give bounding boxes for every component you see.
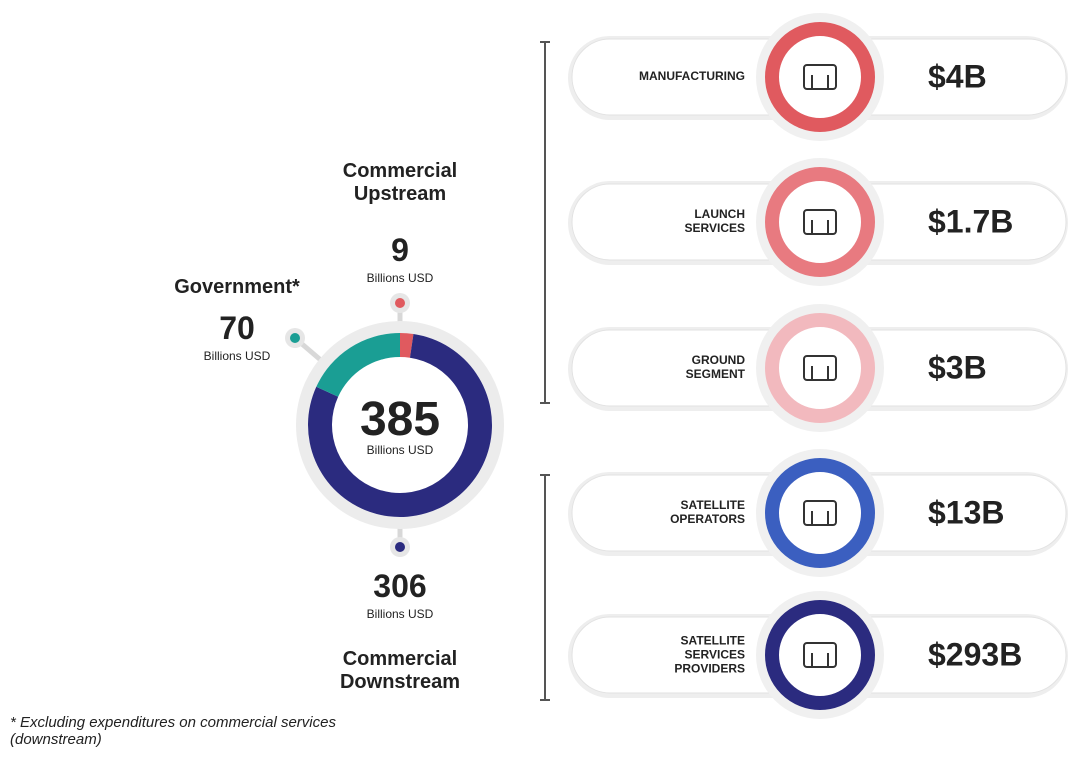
segment-label: LAUNCH SERVICES [684,207,745,235]
category-label: Commercial Upstream [342,160,458,205]
ring [765,600,875,710]
ring [765,458,875,568]
segment-label: SATELLITE OPERATORS [670,498,745,526]
category-label: Government* [174,276,300,298]
value-label: 9 [391,232,409,268]
segment-label: MANUFACTURING [639,69,745,84]
icon [803,64,837,90]
segment-value: $293B [928,636,1023,673]
icon [803,500,837,526]
donut-base [308,333,492,517]
footnote: * Excluding expenditures on commercial s… [10,714,336,749]
segment-value: $4B [928,58,987,95]
ring [765,167,875,277]
donut-segment [400,333,414,358]
unit-label: Billions USD [203,349,271,363]
leader-dot [395,298,405,308]
icon [803,209,837,235]
leader-dot [395,542,405,552]
segment-value: $3B [928,349,987,386]
donut-segment [316,333,400,397]
icon [803,642,837,668]
segment-value: $1.7B [928,203,1014,240]
total-value: 385 [359,393,441,446]
ring [765,22,875,132]
segment-label: GROUND SEGMENT [685,353,745,381]
unit-label: Billions USD [366,443,434,457]
segment-value: $13B [928,494,1005,531]
unit-label: Billions USD [366,271,434,285]
unit-label: Billions USD [366,607,434,621]
segment-label: SATELLITE SERVICES PROVIDERS [674,633,745,675]
icon [803,355,837,381]
leader-dot [290,333,300,343]
ring [765,313,875,423]
category-label: Commercial Downstream [339,648,461,693]
value-label: 306 [373,568,427,604]
value-label: 70 [219,310,255,346]
